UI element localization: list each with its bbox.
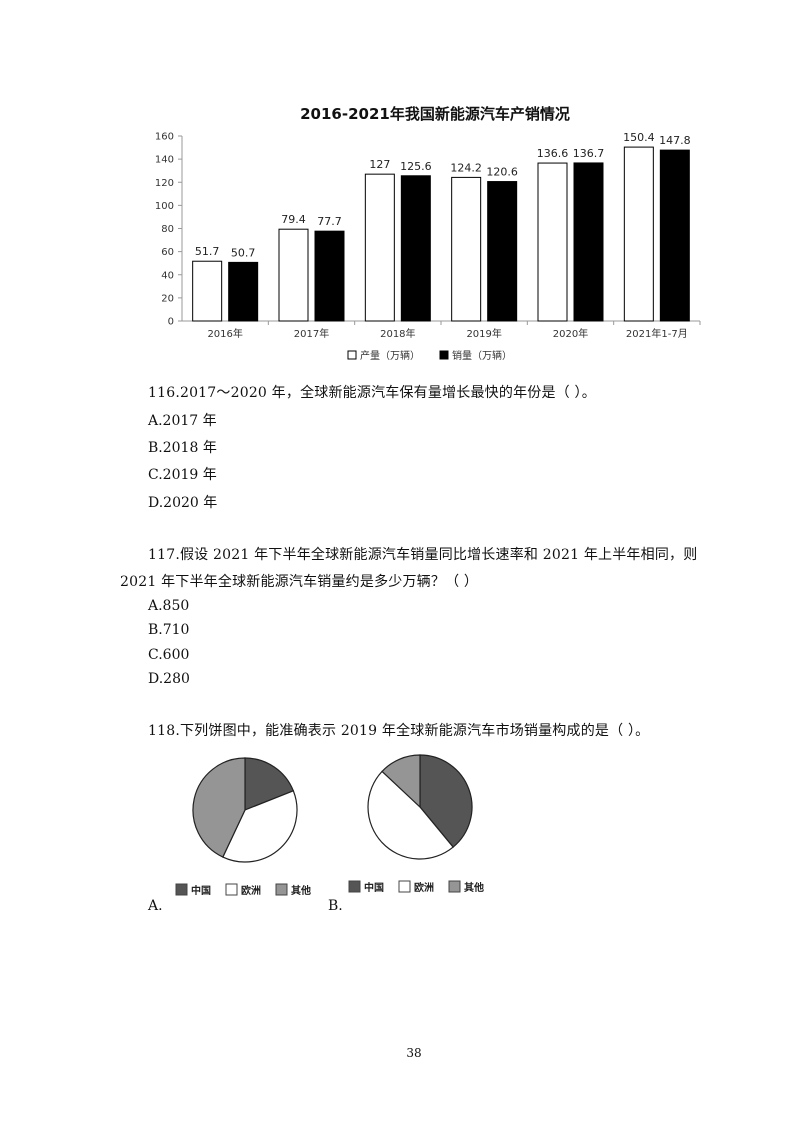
- pie-legend-swatch: [348, 880, 361, 893]
- legend-swatch: [347, 350, 357, 360]
- bar-sales: [659, 149, 690, 322]
- x-tick-label: 2017年: [294, 327, 329, 340]
- bar-production: [451, 176, 482, 322]
- pie-slice: [222, 790, 298, 863]
- pie-chart-b: [367, 754, 473, 860]
- y-tick-label: 20: [161, 293, 174, 304]
- pie-legend-b: 中国 欧洲 其他: [348, 880, 484, 894]
- pie-legend-label: 中国: [364, 881, 384, 894]
- option-118-a[interactable]: A.: [148, 898, 163, 914]
- x-tick-label: 2016年: [207, 327, 242, 340]
- option-118-b[interactable]: B.: [328, 898, 343, 914]
- question-118-stem: 118.下列饼图中，能准确表示 2019 年全球新能源汽车市场销量构成的是（ ）…: [148, 723, 650, 739]
- bar-sales: [400, 175, 431, 322]
- y-tick-label: 140: [155, 155, 174, 166]
- data-label: 136.6: [537, 147, 569, 160]
- data-label: 147.8: [659, 134, 691, 147]
- data-label: 150.4: [623, 131, 655, 144]
- pie-legend-swatch: [275, 883, 288, 896]
- option-116-c[interactable]: C.2019 年: [148, 467, 217, 483]
- x-tick-label: 2019年: [466, 327, 501, 340]
- legend-label: 销量（万辆）: [452, 349, 512, 362]
- bar-chart: 0 20 40 60 80 100 120 140 160 2016年 51.7 50.7 2017年 7…: [155, 131, 701, 362]
- bar-sales: [487, 181, 518, 322]
- y-tick-label: 60: [161, 247, 174, 258]
- pie-slice: [381, 754, 421, 809]
- option-116-d[interactable]: D.2020 年: [148, 495, 218, 511]
- option-117-b[interactable]: B.710: [148, 622, 190, 638]
- x-tick-label: 2018年: [380, 327, 415, 340]
- pie-slice: [244, 757, 295, 811]
- data-label: 120.6: [486, 166, 517, 179]
- legend-swatch: [439, 350, 449, 360]
- option-116-a[interactable]: A.2017 年: [148, 413, 217, 429]
- data-label: 79.4: [281, 213, 306, 226]
- bar-production: [278, 228, 309, 322]
- y-tick-label: 40: [161, 270, 174, 281]
- page-number: 38: [406, 1046, 422, 1060]
- pie-legend-label: 欧洲: [414, 881, 434, 894]
- bar-sales: [573, 162, 604, 322]
- data-label: 125.6: [400, 160, 432, 173]
- y-tick-label: 160: [155, 132, 174, 143]
- question-117-line1: 117.假设 2021 年下半年全球新能源汽车销量同比增长速率和 2021 年上…: [148, 547, 698, 563]
- bar-sales: [314, 230, 345, 322]
- question-116: 116.2017～2020 年，全球新能源汽车保有量增长最快的年份是（ ）。: [148, 382, 596, 402]
- pie-slice: [367, 770, 454, 860]
- pie-slice: [419, 754, 473, 848]
- y-tick-label: 100: [155, 201, 174, 212]
- option-117-a[interactable]: A.850: [148, 598, 190, 614]
- x-tick-label: 2020年: [553, 327, 588, 340]
- bar-production: [623, 146, 654, 322]
- option-116-b[interactable]: B.2018 年: [148, 440, 217, 456]
- x-tick-label: 2021年1-7月: [626, 327, 688, 340]
- data-label: 51.7: [195, 245, 220, 258]
- legend-label: 产量（万辆）: [360, 349, 420, 362]
- pie-legend-swatch: [175, 883, 188, 896]
- question-116-stem: 116.2017～2020 年，全球新能源汽车保有量增长最快的年份是（ ）。: [148, 385, 596, 401]
- pie-slice: [192, 757, 246, 858]
- option-117-c[interactable]: C.600: [148, 647, 190, 663]
- y-tick-label: 0: [168, 317, 174, 328]
- pie-legend-swatch: [398, 880, 411, 893]
- option-117-d[interactable]: D.280: [148, 671, 190, 687]
- pie-legend-label: 其他: [291, 884, 311, 897]
- bar-sales: [228, 261, 259, 322]
- bar-production: [192, 260, 223, 322]
- pie-legend-label: 其他: [464, 881, 484, 894]
- pie-legend-swatch: [448, 880, 461, 893]
- question-117-line2: 2021 年下半年全球新能源汽车销量约是多少万辆？（ ）: [120, 574, 479, 590]
- data-label: 77.7: [317, 215, 342, 228]
- y-tick-label: 80: [161, 224, 174, 235]
- chart-title: 2016-2021年我国新能源汽车产销情况: [300, 105, 570, 123]
- data-label: 136.7: [573, 147, 605, 160]
- pie-legend-a: 中国 欧洲 其他: [175, 883, 311, 897]
- data-label: 50.7: [231, 246, 256, 259]
- y-tick-label: 120: [155, 178, 174, 189]
- data-label: 124.2: [450, 161, 482, 174]
- bar-production: [537, 162, 568, 322]
- bar-production: [364, 173, 395, 322]
- pie-chart-a: [192, 757, 298, 863]
- data-label: 127: [369, 158, 390, 171]
- pie-legend-swatch: [225, 883, 238, 896]
- pie-legend-label: 中国: [191, 884, 211, 897]
- pie-legend-label: 欧洲: [241, 884, 261, 897]
